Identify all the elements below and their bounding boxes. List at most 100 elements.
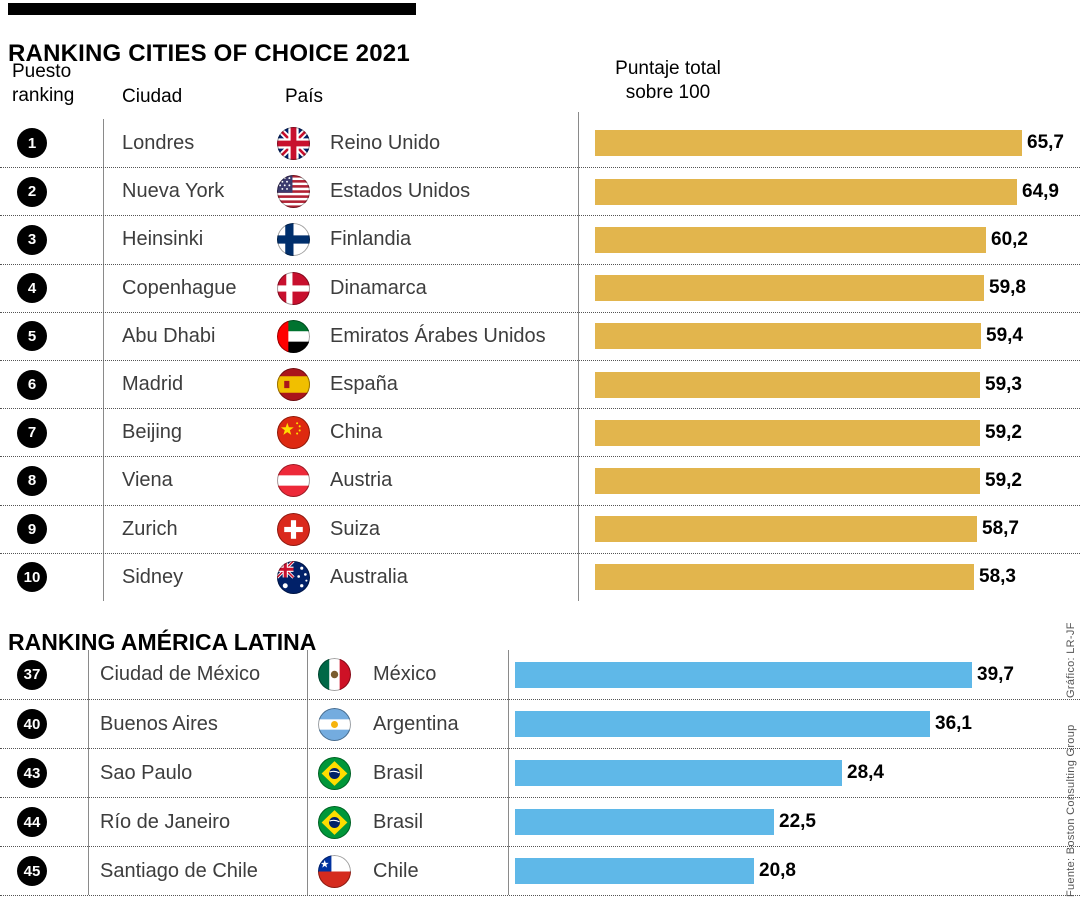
score-bar xyxy=(595,419,980,446)
bar-cell: 60,2 xyxy=(578,216,1080,263)
city-cell: Sidney xyxy=(103,554,275,601)
score-value: 64,9 xyxy=(1022,180,1059,202)
score-value: 28,4 xyxy=(847,762,884,783)
score-value: 59,4 xyxy=(986,325,1023,347)
table-row: 10 Sidney Australia 58,3 xyxy=(0,552,1080,601)
column-header-country: País xyxy=(285,86,324,107)
score-bar xyxy=(595,564,974,591)
country-label: Finlandia xyxy=(330,228,412,251)
column-header-rank-line1: Puesto xyxy=(12,61,72,82)
city-cell: Zurich xyxy=(103,506,275,553)
flag-at-icon xyxy=(277,464,310,498)
rank-cell: 7 xyxy=(0,409,103,456)
country-label: Brasil xyxy=(373,761,424,784)
country-label: España xyxy=(330,373,398,396)
city-cell: Santiago de Chile xyxy=(88,847,307,895)
table-row: 4 Copenhague Dinamarca 59,8 xyxy=(0,263,1080,312)
rank-badge: 40 xyxy=(17,709,47,739)
bar-cell: 58,7 xyxy=(578,506,1080,553)
rank-cell: 44 xyxy=(0,798,88,846)
rank-badge: 1 xyxy=(17,128,47,159)
column-header-score-line2: sobre 100 xyxy=(625,82,711,103)
bar-cell: 39,7 xyxy=(508,650,1080,699)
bar-cell: 65,7 xyxy=(578,119,1080,167)
country-label: Suiza xyxy=(330,517,381,540)
city-label: Nueva York xyxy=(122,180,225,203)
country-label: Emiratos Árabes Unidos xyxy=(330,324,546,347)
rank-cell: 1 xyxy=(0,119,103,167)
city-cell: Buenos Aires xyxy=(88,700,307,748)
table-row: 43 Sao Paulo Brasil 28,4 xyxy=(0,748,1080,797)
city-cell: Copenhague xyxy=(103,265,275,312)
country-cell: Argentina xyxy=(307,700,508,748)
rank-cell: 6 xyxy=(0,361,103,408)
bar-cell: 36,1 xyxy=(508,700,1080,748)
rank-badge: 3 xyxy=(17,224,47,255)
table-row: 9 Zurich Suiza 58,7 xyxy=(0,504,1080,553)
score-bar xyxy=(595,130,1022,157)
score-bar xyxy=(595,516,977,543)
table-row: 8 Viena Austria 59,2 xyxy=(0,456,1080,504)
rank-badge: 4 xyxy=(17,273,47,304)
country-cell: Austria xyxy=(275,457,578,504)
score-bar xyxy=(595,275,984,302)
score-bar xyxy=(595,467,980,494)
rank-cell: 10 xyxy=(0,554,103,601)
bar-cell: 59,8 xyxy=(578,265,1080,312)
score-bar xyxy=(595,323,981,350)
score-value: 58,7 xyxy=(982,518,1019,540)
flag-uk-icon xyxy=(277,126,310,160)
score-value: 60,2 xyxy=(991,228,1028,250)
column-header-rank: Puesto ranking xyxy=(12,60,74,108)
score-value: 20,8 xyxy=(759,860,796,881)
table-row: 2 Nueva York Estados Unidos 64,9 xyxy=(0,167,1080,215)
rank-badge: 9 xyxy=(17,514,47,545)
city-label: Beijing xyxy=(122,421,183,444)
score-value: 39,7 xyxy=(977,663,1014,685)
bar-cell: 59,2 xyxy=(578,457,1080,504)
country-label: Austria xyxy=(330,469,393,492)
country-label: Australia xyxy=(330,565,408,588)
country-label: China xyxy=(330,421,383,444)
bar-cell: 59,3 xyxy=(578,361,1080,408)
rank-cell: 2 xyxy=(0,168,103,215)
score-value: 59,3 xyxy=(985,373,1022,395)
ranking-table-latam: 37 Ciudad de México México 39,7 40 Buenos Air… xyxy=(0,650,1080,896)
city-cell: Abu Dhabi xyxy=(103,313,275,360)
column-header-city: Ciudad xyxy=(122,86,183,107)
table-row: 7 Beijing China 59,2 xyxy=(0,408,1080,456)
country-label: Argentina xyxy=(373,712,459,735)
rank-cell: 5 xyxy=(0,313,103,360)
bar-cell: 59,4 xyxy=(578,313,1080,360)
bar-cell: 58,3 xyxy=(578,554,1080,601)
city-label: Zurich xyxy=(122,517,178,540)
flag-ch-icon xyxy=(277,512,310,546)
city-label: Río de Janeiro xyxy=(100,810,231,833)
city-label: Copenhague xyxy=(122,276,237,299)
city-cell: Viena xyxy=(103,457,275,504)
column-divider xyxy=(307,650,308,895)
rank-cell: 3 xyxy=(0,216,103,263)
score-value: 58,3 xyxy=(979,566,1016,588)
column-header-score: Puntaje total sobre 100 xyxy=(590,57,746,105)
rank-badge: 37 xyxy=(17,659,47,690)
credit-fuente: Fuente: Boston Consulting Group xyxy=(1065,724,1077,897)
country-label: Dinamarca xyxy=(330,276,427,299)
country-label: Brasil xyxy=(373,810,424,833)
score-bar xyxy=(595,226,986,253)
bar-cell: 22,5 xyxy=(508,798,1080,846)
country-cell: México xyxy=(307,650,508,699)
rank-cell: 9 xyxy=(0,506,103,553)
flag-au-icon xyxy=(277,560,310,594)
bar-cell: 20,8 xyxy=(508,847,1080,895)
city-label: Buenos Aires xyxy=(100,712,218,735)
country-cell: Australia xyxy=(275,554,578,601)
score-bar xyxy=(515,858,754,884)
score-value: 36,1 xyxy=(935,713,972,734)
city-label: Londres xyxy=(122,131,195,154)
score-bar xyxy=(515,661,972,688)
credit-grafico: Gráfico: LR-JF xyxy=(1065,622,1077,698)
flag-mx-icon xyxy=(318,658,351,691)
bar-cell: 59,2 xyxy=(578,409,1080,456)
rank-cell: 43 xyxy=(0,749,88,797)
